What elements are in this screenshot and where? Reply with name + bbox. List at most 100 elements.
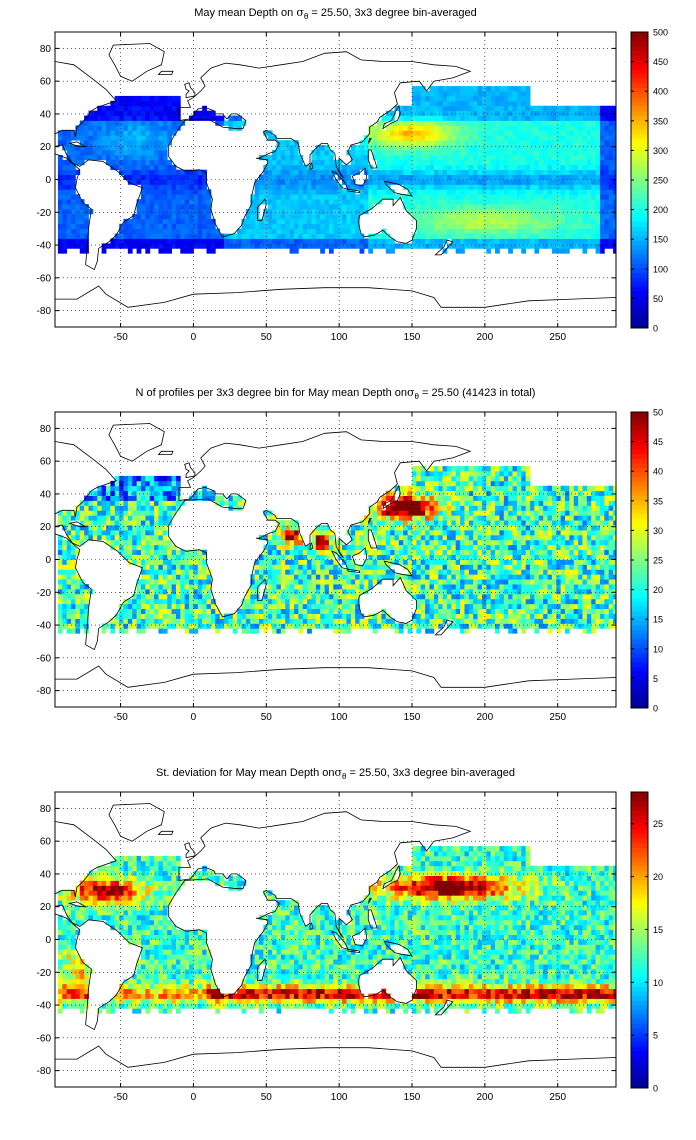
heatmap-cell xyxy=(158,135,164,141)
heatmap-cell xyxy=(263,179,269,185)
heatmap-cell xyxy=(534,243,540,249)
heatmap-cell xyxy=(565,154,570,161)
heatmap-cell xyxy=(92,125,98,131)
heatmap-cell xyxy=(71,584,76,590)
heatmap-cell xyxy=(446,233,452,239)
heatmap-cell xyxy=(586,120,592,126)
heatmap-cell xyxy=(267,130,273,136)
heatmap-cell xyxy=(416,544,422,551)
heatmap-cell xyxy=(307,169,312,175)
heatmap-cell xyxy=(254,204,260,210)
heatmap-cell xyxy=(565,569,570,575)
heatmap-cell xyxy=(556,174,562,180)
heatmap-cell xyxy=(241,228,247,234)
heatmap-cell xyxy=(311,169,317,175)
heatmap-cell xyxy=(543,598,548,605)
heatmap-cell xyxy=(346,164,352,171)
heatmap-cell xyxy=(473,579,478,585)
heatmap-cell xyxy=(407,145,413,151)
heatmap-cell xyxy=(162,105,168,112)
heatmap-cell xyxy=(543,204,548,210)
heatmap-cell xyxy=(613,608,616,614)
heatmap-cell xyxy=(573,189,579,195)
heatmap-cell xyxy=(473,608,478,614)
heatmap-cell xyxy=(377,130,382,136)
heatmap-cell xyxy=(337,628,343,634)
heatmap-cell xyxy=(219,238,225,244)
heatmap-cell xyxy=(420,209,426,215)
heatmap-cell xyxy=(547,120,553,126)
heatmap-cell xyxy=(307,574,312,580)
heatmap-cell xyxy=(495,598,500,605)
heatmap-cell xyxy=(293,608,299,614)
heatmap-cell xyxy=(503,199,509,205)
heatmap-cell xyxy=(481,164,487,171)
heatmap-cell xyxy=(608,125,614,131)
heatmap-cell xyxy=(149,618,155,624)
heatmap-cell xyxy=(446,593,452,600)
heatmap-cell xyxy=(315,574,321,580)
heatmap-cell xyxy=(495,135,500,141)
heatmap-cell xyxy=(420,120,426,126)
heatmap-cell xyxy=(604,574,610,580)
heatmap-cell xyxy=(508,554,513,560)
heatmap-cell xyxy=(62,238,68,244)
heatmap-cell xyxy=(599,204,605,210)
heatmap-cell xyxy=(66,574,72,580)
heatmap-cell xyxy=(455,86,461,92)
heatmap-cell xyxy=(154,608,159,614)
heatmap-cell xyxy=(451,110,457,116)
heatmap-cell xyxy=(311,199,317,205)
heatmap-cell xyxy=(280,184,286,190)
heatmap-cell xyxy=(62,544,68,551)
heatmap-cell xyxy=(250,204,256,210)
heatmap-cell xyxy=(512,589,518,595)
heatmap-cell xyxy=(591,204,596,210)
heatmap-cell xyxy=(578,233,583,239)
heatmap-cell xyxy=(106,145,111,151)
heatmap-cell xyxy=(595,174,601,180)
heatmap-cell xyxy=(140,554,146,560)
heatmap-cell xyxy=(110,105,116,112)
heatmap-cell xyxy=(167,100,172,107)
heatmap-cell xyxy=(451,564,457,570)
heatmap-cell xyxy=(320,159,325,166)
heatmap-cell xyxy=(538,213,544,220)
heatmap-cell xyxy=(508,105,513,112)
heatmap-cell xyxy=(481,579,487,585)
heatmap-cell xyxy=(293,204,299,210)
heatmap-cell xyxy=(595,154,601,161)
heatmap-cell xyxy=(420,86,426,92)
heatmap-cell xyxy=(613,218,616,225)
heatmap-cell xyxy=(167,95,172,102)
heatmap-cell xyxy=(285,184,290,190)
heatmap-cell xyxy=(289,154,295,161)
heatmap-cell xyxy=(158,140,164,146)
heatmap-cell xyxy=(245,608,251,614)
heatmap-cell xyxy=(490,559,496,565)
heatmap-cell xyxy=(84,145,89,151)
heatmap-cell xyxy=(328,559,334,565)
heatmap-cell xyxy=(477,125,483,131)
heatmap-cell xyxy=(416,209,422,215)
colorbar-segment xyxy=(631,156,648,162)
heatmap-cell xyxy=(516,184,522,190)
heatmap-cell xyxy=(613,179,616,185)
heatmap-cell xyxy=(438,618,443,624)
heatmap-cell xyxy=(97,125,103,131)
heatmap-cell xyxy=(508,169,513,175)
heatmap-cell xyxy=(237,125,242,131)
heatmap-cell xyxy=(503,238,509,244)
heatmap-cell xyxy=(276,618,282,624)
heatmap-cell xyxy=(302,213,308,220)
heatmap-cell xyxy=(516,569,522,575)
heatmap-cell xyxy=(477,593,483,600)
heatmap-cell xyxy=(613,598,616,605)
heatmap-cell xyxy=(503,91,509,97)
heatmap-cell xyxy=(372,574,378,580)
heatmap-cell xyxy=(446,544,452,551)
heatmap-cell xyxy=(162,603,168,610)
heatmap-cell xyxy=(512,233,518,239)
heatmap-cell xyxy=(276,204,282,210)
heatmap-cell xyxy=(180,209,186,215)
